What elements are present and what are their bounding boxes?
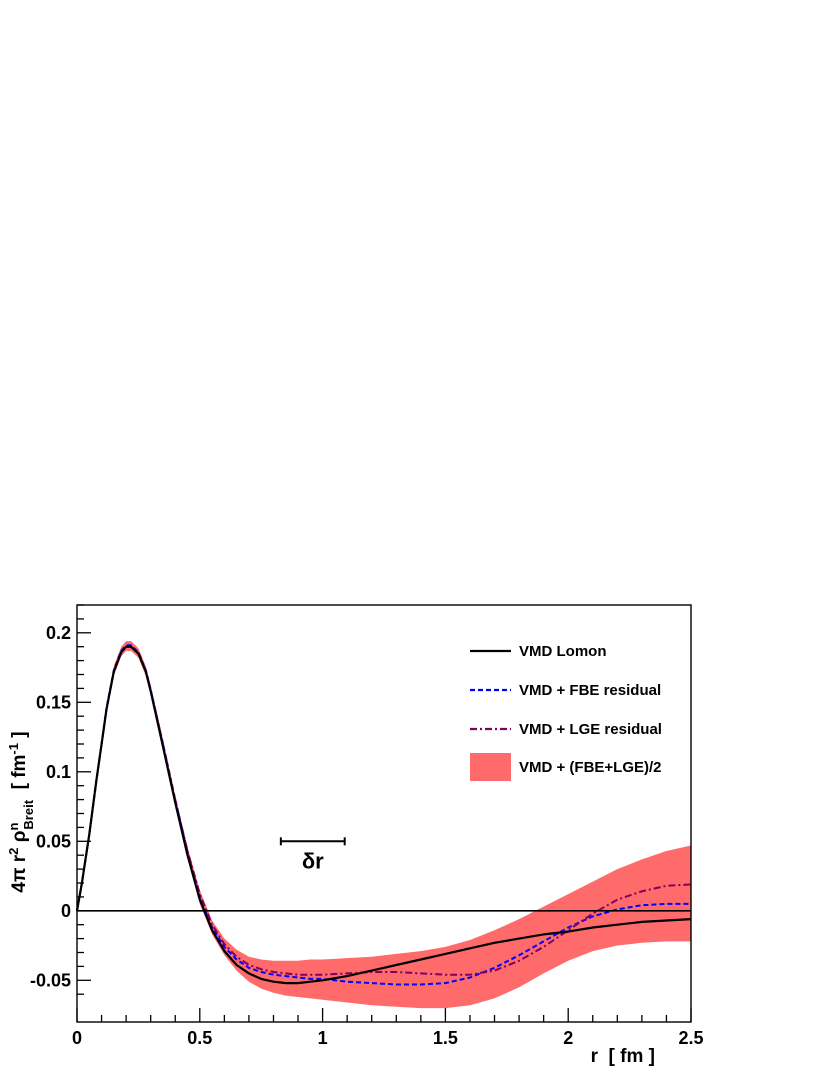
legend-label-1: VMD + FBE residual — [519, 682, 661, 699]
y-tick-label-2: 0.05 — [36, 831, 71, 851]
legend-label-2: VMD + LGE residual — [519, 721, 662, 738]
y-label-rho: ρ — [9, 830, 30, 847]
plot-frame — [76, 604, 692, 1023]
x-tick-label-2: 1 — [318, 1028, 328, 1048]
legend-label-0: VMD Lomon — [519, 643, 607, 660]
y-tick-label-0: -0.05 — [30, 970, 71, 990]
x-tick-label-1: 0.5 — [187, 1028, 212, 1048]
band-fbe-lge — [77, 641, 691, 1009]
band-layer — [77, 641, 691, 1009]
y-label-sub: Breit — [21, 799, 36, 829]
y-label-unit-open: [ fm — [9, 755, 30, 800]
x-tick-label-5: 2.5 — [678, 1028, 703, 1048]
legend-label-band: VMD + (FBE+LGE)/2 — [519, 759, 662, 776]
series-line-0 — [75, 645, 692, 985]
y-tick-label-5: 0.2 — [46, 623, 71, 643]
y-tick-label-3: 0.1 — [46, 762, 71, 782]
x-tick-label-4: 2 — [563, 1028, 573, 1048]
y-label-sup2: n — [6, 823, 21, 831]
y-label-prefix: 4π r — [9, 854, 30, 892]
annotation-delta-r: δr — [279, 837, 346, 873]
y-label-unit-close: ] — [9, 731, 30, 743]
x-axis-label: r [ fm ] — [591, 1046, 655, 1067]
y-axis-label: 4π r2 ρnBreit [ fm-1 ] — [6, 731, 36, 892]
delta-r-label: δr — [302, 848, 324, 873]
x-tick-label-0: 0 — [72, 1028, 82, 1048]
ticks-layer: 0 0.5 1 1.5 2 2.5 -0.05 0 0.05 0.1 0.15 0.2 — [30, 604, 704, 1048]
legend-swatch-band — [470, 753, 511, 781]
legend: VMD Lomon VMD + FBE residual VMD + LGE res… — [470, 643, 662, 781]
y-tick-label-4: 0.15 — [36, 692, 71, 712]
series-layer — [75, 644, 692, 986]
y-label-unit-sup: -1 — [6, 743, 21, 755]
x-tick-label-3: 1.5 — [433, 1028, 458, 1048]
y-label-sup1: 2 — [6, 848, 21, 855]
y-tick-label-1: 0 — [61, 901, 71, 921]
